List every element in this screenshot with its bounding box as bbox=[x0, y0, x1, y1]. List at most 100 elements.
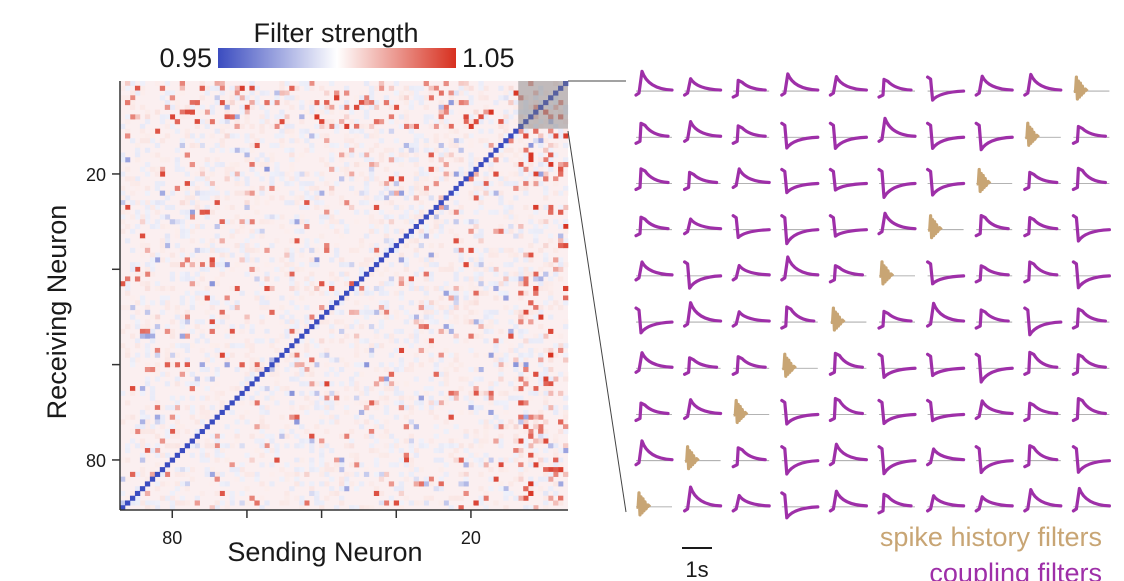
heatmap-cell bbox=[194, 200, 200, 206]
heatmap-cell bbox=[533, 481, 539, 487]
heatmap-cell bbox=[304, 81, 310, 87]
heatmap-cell bbox=[368, 414, 375, 420]
coupling-filter bbox=[634, 306, 674, 335]
heatmap-cell bbox=[334, 319, 340, 325]
heatmap-cell bbox=[304, 243, 310, 249]
heatmap-cell bbox=[294, 195, 300, 201]
heatmap-cell bbox=[388, 238, 395, 244]
heatmap-cell bbox=[124, 195, 131, 201]
heatmap-cell bbox=[548, 467, 554, 473]
heatmap-cell bbox=[144, 305, 151, 311]
heatmap-diagonal-cell bbox=[309, 324, 315, 330]
heatmap-cell bbox=[174, 128, 181, 134]
heatmap-cell bbox=[358, 171, 365, 177]
heatmap-cell bbox=[563, 300, 569, 306]
heatmap-cell bbox=[353, 300, 360, 306]
heatmap-cell bbox=[528, 386, 534, 392]
heatmap-cell bbox=[538, 338, 544, 344]
heatmap-cell bbox=[493, 190, 499, 196]
heatmap-cell bbox=[174, 362, 181, 368]
heatmap-cell bbox=[563, 104, 569, 110]
heatmap-cell bbox=[403, 452, 410, 458]
spike-history-filter bbox=[1073, 75, 1110, 101]
heatmap-cell bbox=[458, 100, 464, 106]
heatmap-cell bbox=[533, 333, 539, 339]
heatmap-cell bbox=[124, 238, 131, 244]
heatmap-cell bbox=[378, 433, 385, 439]
heatmap-cell bbox=[139, 219, 146, 225]
heatmap-cell bbox=[413, 157, 419, 163]
heatmap-cell bbox=[339, 200, 345, 206]
coupling-filter bbox=[828, 75, 869, 97]
heatmap-cell bbox=[443, 109, 449, 115]
heatmap-cell bbox=[239, 343, 245, 349]
heatmap-cell bbox=[453, 90, 459, 96]
heatmap-cell bbox=[194, 419, 200, 425]
heatmap-cell bbox=[553, 462, 559, 468]
heatmap-cell bbox=[209, 190, 215, 196]
heatmap-cell bbox=[219, 162, 225, 168]
coupling-filter bbox=[780, 72, 820, 97]
heatmap-cell bbox=[164, 352, 171, 358]
heatmap-cell bbox=[418, 467, 424, 473]
heatmap-cell bbox=[408, 214, 414, 220]
heatmap-cell bbox=[418, 233, 424, 239]
heatmap-cell bbox=[339, 328, 345, 334]
heatmap-cell bbox=[239, 224, 245, 230]
heatmap-cell bbox=[413, 190, 419, 196]
heatmap-cell bbox=[543, 90, 549, 96]
heatmap-cell bbox=[169, 333, 176, 339]
heatmap-cell bbox=[413, 338, 419, 344]
heatmap-cell bbox=[498, 433, 504, 439]
heatmap-cell bbox=[358, 400, 365, 406]
heatmap-cell bbox=[289, 295, 295, 301]
heatmap-cell bbox=[319, 104, 325, 110]
heatmap-cell bbox=[169, 90, 176, 96]
heatmap-cell bbox=[543, 428, 549, 435]
heatmap-cell bbox=[373, 162, 380, 168]
heatmap-cell bbox=[488, 309, 494, 315]
heatmap-cell bbox=[473, 257, 479, 263]
heatmap-cell bbox=[159, 214, 166, 220]
heatmap-cell bbox=[164, 100, 171, 106]
heatmap-cell bbox=[373, 85, 380, 91]
heatmap-cell bbox=[443, 428, 449, 435]
heatmap-cell bbox=[498, 147, 504, 153]
coupling-filter bbox=[974, 495, 1014, 513]
heatmap-cell bbox=[443, 471, 449, 477]
heatmap-cell bbox=[418, 481, 424, 487]
heatmap-cell bbox=[309, 462, 315, 468]
heatmap-cell bbox=[493, 414, 499, 420]
heatmap-cell bbox=[523, 252, 529, 258]
heatmap-cell bbox=[264, 405, 270, 411]
heatmap-cell bbox=[254, 243, 260, 249]
heatmap-cell bbox=[249, 157, 255, 163]
heatmap-cell bbox=[144, 171, 151, 177]
heatmap-cell bbox=[304, 319, 310, 325]
heatmap-cell bbox=[353, 419, 360, 425]
heatmap-cell bbox=[398, 157, 405, 163]
heatmap-cell bbox=[239, 443, 245, 449]
heatmap-cell bbox=[538, 90, 544, 96]
heatmap-cell bbox=[433, 85, 439, 91]
heatmap-cell bbox=[443, 400, 449, 406]
heatmap-cell bbox=[443, 104, 449, 110]
heatmap-cell bbox=[433, 371, 439, 377]
heatmap-cell bbox=[498, 85, 504, 91]
heatmap-cell bbox=[498, 171, 504, 177]
heatmap-cell bbox=[239, 290, 245, 296]
heatmap-cell bbox=[314, 171, 320, 177]
heatmap-cell bbox=[558, 109, 564, 115]
heatmap-cell bbox=[319, 452, 325, 458]
y-tick-label: 80 bbox=[86, 451, 106, 471]
heatmap-cell bbox=[498, 290, 504, 296]
heatmap-cell bbox=[209, 343, 215, 349]
heatmap-cell bbox=[538, 100, 544, 106]
heatmap-cell bbox=[269, 309, 275, 315]
heatmap-cell bbox=[383, 419, 390, 425]
heatmap-cell bbox=[199, 119, 205, 125]
heatmap-cell bbox=[348, 471, 355, 477]
heatmap-cell bbox=[254, 209, 260, 215]
coupling-filter bbox=[731, 78, 770, 99]
heatmap-cell bbox=[124, 166, 131, 172]
